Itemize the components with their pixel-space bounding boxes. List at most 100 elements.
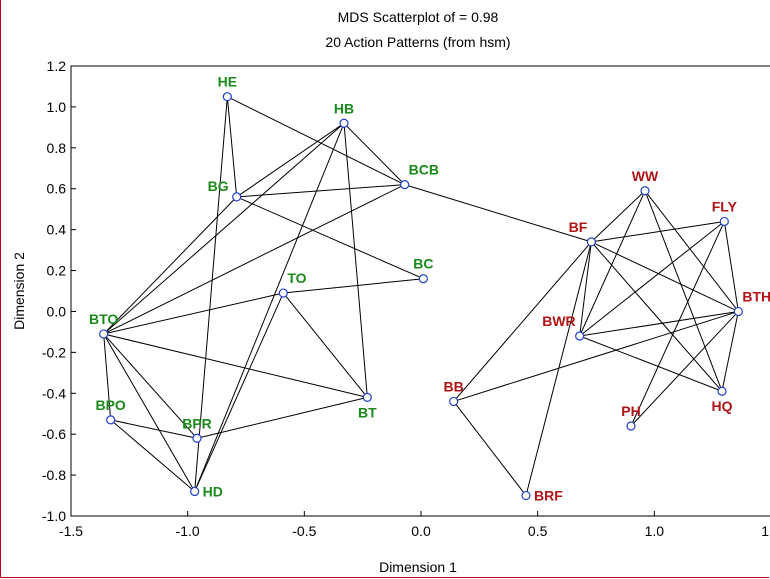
edge-bcb-bf bbox=[404, 184, 592, 243]
edge-to-bc bbox=[283, 278, 424, 294]
edge-bpo-hd bbox=[110, 419, 195, 492]
edge-to-hd bbox=[194, 292, 284, 492]
edge-fly-ph bbox=[630, 221, 725, 427]
point-bwr bbox=[575, 331, 585, 341]
point-bg bbox=[232, 192, 242, 202]
point-ww bbox=[640, 186, 650, 196]
edge-bto-bt bbox=[103, 333, 368, 398]
point-fly bbox=[719, 216, 729, 227]
edge-fly-bth bbox=[723, 221, 739, 312]
point-label-bg: BG bbox=[208, 178, 229, 194]
edge-bcb-bto bbox=[103, 184, 405, 335]
point-label-bb: BB bbox=[444, 378, 464, 394]
point-bb bbox=[449, 396, 459, 407]
point-label-bcb: BCB bbox=[409, 162, 439, 178]
chart-subtitle: 20 Action Patterns (from hsm) bbox=[325, 34, 510, 50]
y-tick-label: 0.2 bbox=[47, 263, 67, 279]
edges-layer bbox=[103, 96, 739, 496]
edge-bf-bwr bbox=[579, 241, 592, 337]
y-tick-label: 1.2 bbox=[47, 58, 67, 74]
x-axis-label: Dimension 1 bbox=[379, 559, 457, 575]
edge-ww-bwr bbox=[579, 190, 646, 337]
edge-bpr-bt bbox=[196, 396, 368, 439]
edge-bg-bto bbox=[103, 196, 238, 335]
edge-he-hd bbox=[194, 96, 228, 492]
edge-bwr-bth bbox=[579, 310, 739, 337]
edge-bf-hq bbox=[590, 241, 723, 392]
edge-hb-bt bbox=[343, 123, 368, 398]
point-hd bbox=[190, 486, 200, 497]
edge-bto-bpr bbox=[103, 333, 198, 439]
point-bf bbox=[586, 237, 596, 247]
point-bt bbox=[362, 392, 372, 402]
point-bpr bbox=[192, 433, 202, 443]
point-label-bth: BTH bbox=[742, 288, 770, 304]
edge-bpo-bpr bbox=[110, 419, 198, 439]
point-bth bbox=[733, 306, 743, 317]
edge-hb-bto bbox=[103, 122, 345, 335]
point-brf bbox=[521, 490, 531, 501]
point-label-ww: WW bbox=[632, 168, 659, 184]
y-ticks: -1.0 -0.8 -0.6 -0.4 -0.2 0.0 0.2 0.4 0.6 0.8 1.0 1.… bbox=[42, 58, 76, 524]
points-layer: HE HB BCB BG BC TO BTO BT BPO BPR HD WW FLY BF BTH BWR B… bbox=[89, 74, 770, 504]
edge-ph-bth bbox=[630, 311, 739, 427]
edge-bb-bth bbox=[453, 310, 739, 402]
y-tick-label: -0.8 bbox=[42, 467, 66, 483]
edge-bto-bpo bbox=[103, 333, 112, 420]
point-label-bto: BTO bbox=[89, 311, 118, 327]
edge-fly-bwr bbox=[579, 221, 725, 337]
edge-bf-bb bbox=[453, 241, 592, 402]
edge-to-bto bbox=[103, 292, 284, 335]
point-bto bbox=[99, 329, 109, 339]
point-label-he: HE bbox=[218, 74, 237, 90]
y-tick-label: -0.6 bbox=[42, 426, 66, 442]
y-tick-label: -0.4 bbox=[42, 385, 66, 401]
x-tick-label: 1.5 bbox=[761, 523, 770, 539]
point-label-hq: HQ bbox=[712, 398, 733, 414]
y-tick-label: 0.8 bbox=[47, 140, 67, 156]
point-label-to: TO bbox=[287, 270, 306, 286]
y-tick-label: 0.6 bbox=[47, 181, 67, 197]
edge-bf-fly bbox=[591, 220, 725, 243]
edge-hb-bg bbox=[236, 122, 345, 198]
edge-bto-hd bbox=[103, 333, 196, 492]
edge-he-bcb bbox=[227, 96, 405, 186]
point-label-bf: BF bbox=[569, 219, 588, 235]
chart-title: MDS Scatterplot of = 0.98 bbox=[338, 9, 499, 25]
point-bpo bbox=[106, 415, 116, 425]
point-label-ph: PH bbox=[621, 403, 640, 419]
y-axis-label: Dimension 2 bbox=[11, 252, 27, 330]
edge-to-bt bbox=[282, 292, 368, 398]
point-label-bpo: BPO bbox=[95, 397, 125, 413]
point-hq bbox=[717, 386, 727, 396]
edge-bg-bc bbox=[236, 196, 424, 280]
edge-bf-bth bbox=[591, 241, 739, 312]
x-tick-label: 1.0 bbox=[645, 523, 665, 539]
edge-hb-bcb bbox=[343, 122, 406, 185]
y-tick-label: -0.2 bbox=[42, 344, 66, 360]
x-ticks: -1.5 -1.0 -0.5 0.0 0.5 1.0 1.5 bbox=[59, 511, 770, 539]
point-label-fly: FLY bbox=[712, 198, 738, 214]
point-label-bt: BT bbox=[358, 404, 377, 420]
edge-hb-hd bbox=[194, 123, 345, 492]
point-ph bbox=[626, 421, 636, 431]
point-he bbox=[222, 92, 232, 102]
edge-bb-brf bbox=[453, 401, 527, 496]
point-label-brf: BRF bbox=[534, 488, 563, 504]
point-label-bwr: BWR bbox=[542, 313, 575, 329]
point-hb bbox=[339, 118, 349, 128]
point-label-bc: BC bbox=[413, 256, 433, 272]
y-tick-label: 1.0 bbox=[47, 99, 67, 115]
edge-ww-bth bbox=[644, 190, 739, 312]
point-label-hb: HB bbox=[334, 100, 354, 116]
edge-he-bg bbox=[226, 96, 238, 197]
edge-hq-bth bbox=[721, 311, 739, 392]
y-tick-label: -1.0 bbox=[42, 508, 66, 524]
x-tick-label: -0.5 bbox=[292, 523, 316, 539]
point-to bbox=[278, 288, 288, 298]
y-tick-label: 0.4 bbox=[47, 222, 67, 238]
x-tick-label: 0.5 bbox=[528, 523, 548, 539]
point-label-bpr: BPR bbox=[182, 415, 212, 431]
